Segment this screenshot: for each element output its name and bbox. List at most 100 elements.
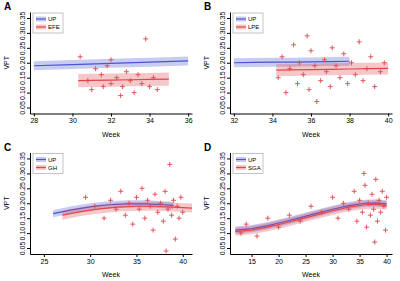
data-point [354,219,359,224]
legend-label: UP [248,157,256,163]
legend: UPSGA [233,154,263,174]
x-tick-mark [360,254,361,257]
x-tick-label: 38 [346,117,354,124]
x-tick-mark [350,114,351,117]
y-tick: 0.05 [19,101,30,115]
data-point [382,60,387,65]
legend-box [33,154,63,174]
y-tick-mark [227,218,230,219]
confidence-band [78,73,169,88]
confidence-band [235,200,386,236]
x-tick: 15 [248,254,256,265]
y-tick: 0.30 [19,26,30,40]
data-point [283,90,288,95]
x-tick-mark [388,114,389,117]
data-point [380,189,385,194]
x-tick: 36 [308,114,316,125]
x-tick-mark [90,254,91,257]
y-tick: 0.15 [219,71,230,85]
data-point [364,225,369,230]
legend-swatch [36,17,46,22]
x-tick-label: 30 [69,117,77,124]
data-point [337,75,342,80]
data-point [171,198,176,203]
data-point [238,231,243,236]
x-tick: 40 [383,254,391,265]
data-point [305,33,310,38]
data-point [255,234,260,239]
data-point [130,222,135,227]
y-tick-mark [227,63,230,64]
data-point [89,87,94,92]
x-tick-mark [136,254,137,257]
data-point [280,54,285,59]
confidence-band [235,199,386,233]
legend-box [233,154,263,174]
data-point [85,78,90,83]
x-tick-label: 34 [146,117,154,124]
x-axis: 2830323436 [30,114,192,125]
x-tick-mark [183,254,184,257]
y-tick-label: 0.30 [19,26,26,40]
y-tick: 0.05 [219,242,230,256]
data-point [377,198,382,203]
data-point [341,51,346,56]
y-tick-mark [27,173,30,174]
legend-line [36,167,46,168]
x-tick-mark [72,114,73,117]
panel-title: D [204,142,211,153]
data-point [357,198,362,203]
data-point [287,213,292,218]
panel: 28303234360.050.100.150.200.250.300.35AW… [3,1,193,138]
y-tick-label: 0.05 [19,242,26,256]
data-point [102,216,107,221]
legend-line [236,26,246,27]
y-tick: 0.10 [219,227,230,241]
x-tick: 34 [146,114,154,125]
y-axis: 0.050.100.150.200.250.300.35 [19,12,31,115]
y-tick-label: 0.35 [219,152,226,166]
legend-swatch [236,25,246,30]
x-tick-label: 35 [133,258,141,265]
y-tick-label: 0.30 [19,167,26,181]
x-tick: 30 [69,114,77,125]
legend-line [236,159,246,160]
data-point [312,63,317,68]
legend-swatch [36,25,46,30]
x-axis-title: Week [302,131,320,138]
data-point [105,63,110,68]
y-tick-mark [27,63,30,64]
x-axis-title: Week [102,271,120,278]
legend-line [36,159,46,160]
y-axis: 0.050.100.150.200.250.300.35 [219,12,231,115]
x-axis: 3234363840 [230,114,392,125]
y-axis-line [230,153,231,255]
data-point [352,189,357,194]
data-point [361,78,366,83]
legend-line [236,18,246,19]
y-tick-label: 0.05 [19,101,26,115]
data-point [341,201,346,206]
plot-area [34,36,188,98]
x-tick-label: 36 [185,117,193,124]
x-tick: 40 [385,114,393,125]
data-point [78,54,83,59]
data-point [371,207,376,212]
data-point [375,219,380,224]
data-point [114,207,119,212]
data-point [139,81,144,86]
legend: UPEFE [33,13,63,33]
y-tick-label: 0.35 [19,152,26,166]
data-point [175,204,180,209]
data-point [155,87,160,92]
data-point [324,69,329,74]
x-tick: 36 [185,114,193,125]
data-point [384,195,389,200]
y-tick-label: 0.25 [19,41,26,55]
y-axis-title: VPT [203,196,210,210]
data-point [145,198,150,203]
y-tick-label: 0.30 [219,167,226,181]
y-tick: 0.20 [219,56,230,70]
y-tick: 0.25 [219,41,230,55]
y-tick-mark [227,173,230,174]
